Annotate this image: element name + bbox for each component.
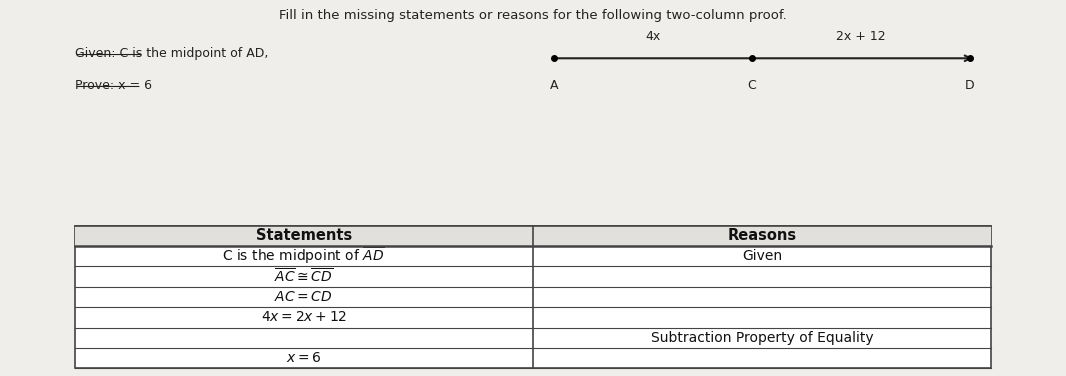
Text: Fill in the missing statements or reasons for the following two-column proof.: Fill in the missing statements or reason… bbox=[279, 9, 787, 23]
Text: $\overline{AC}\cong\overline{CD}$: $\overline{AC}\cong\overline{CD}$ bbox=[274, 267, 334, 286]
Text: Given: C is the midpoint of AD,: Given: C is the midpoint of AD, bbox=[75, 47, 268, 60]
Text: Reasons: Reasons bbox=[728, 228, 796, 243]
Text: Prove: x = 6: Prove: x = 6 bbox=[75, 79, 151, 92]
Text: C is the midpoint of $\overline{AD}$: C is the midpoint of $\overline{AD}$ bbox=[223, 246, 385, 267]
Text: D: D bbox=[965, 79, 975, 92]
Bar bbox=[75, 226, 991, 368]
Text: C: C bbox=[747, 79, 756, 92]
Text: Subtraction Property of Equality: Subtraction Property of Equality bbox=[651, 331, 873, 345]
Text: $AC = CD$: $AC = CD$ bbox=[274, 290, 334, 304]
Text: $x = 6$: $x = 6$ bbox=[286, 351, 322, 365]
Text: Given: Given bbox=[742, 249, 782, 263]
Text: $4x = 2x + 12$: $4x = 2x + 12$ bbox=[261, 311, 346, 324]
Bar bbox=[75, 226, 991, 246]
Text: A: A bbox=[550, 79, 559, 92]
Text: 4x: 4x bbox=[645, 30, 661, 43]
Text: Statements: Statements bbox=[256, 228, 352, 243]
Text: 2x + 12: 2x + 12 bbox=[836, 30, 886, 43]
